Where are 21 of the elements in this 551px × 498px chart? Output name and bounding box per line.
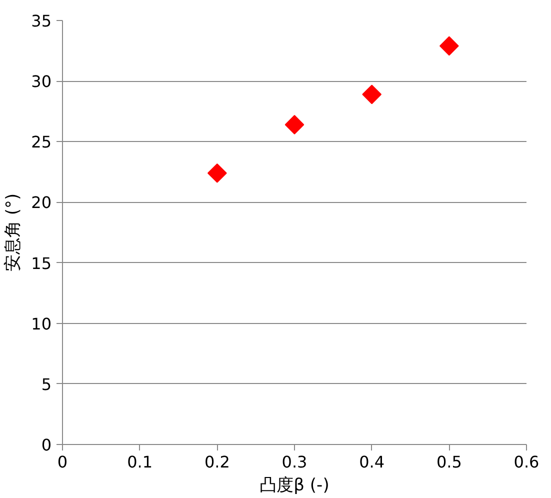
- y-tick-label: 10: [31, 314, 52, 334]
- y-tick-label: 30: [31, 72, 52, 92]
- x-tick-label: 0.3: [282, 452, 308, 472]
- point: [284, 114, 304, 134]
- y-tick-label: 5: [41, 374, 52, 394]
- x-tick-label: 0.6: [514, 452, 540, 472]
- y-tick-label: 20: [31, 193, 52, 212]
- point: [362, 84, 382, 104]
- x-tick-label: 0: [57, 452, 68, 472]
- x-tick-label: 0.1: [127, 452, 153, 472]
- y-tick-label: 0: [41, 436, 52, 454]
- point: [207, 163, 227, 183]
- y-tick-label: 35: [31, 12, 52, 30]
- y-tick-label: 25: [31, 132, 52, 152]
- x-tick-label: 0.5: [436, 452, 462, 472]
- y-axis-title: 安息角 (°): [3, 193, 24, 272]
- x-axis-title: 凸度β (-): [260, 476, 330, 496]
- point: [439, 36, 459, 56]
- y-tick-label: 15: [31, 254, 52, 273]
- x-tick-label: 0.2: [204, 452, 230, 472]
- x-tick-label: 0.4: [359, 452, 385, 472]
